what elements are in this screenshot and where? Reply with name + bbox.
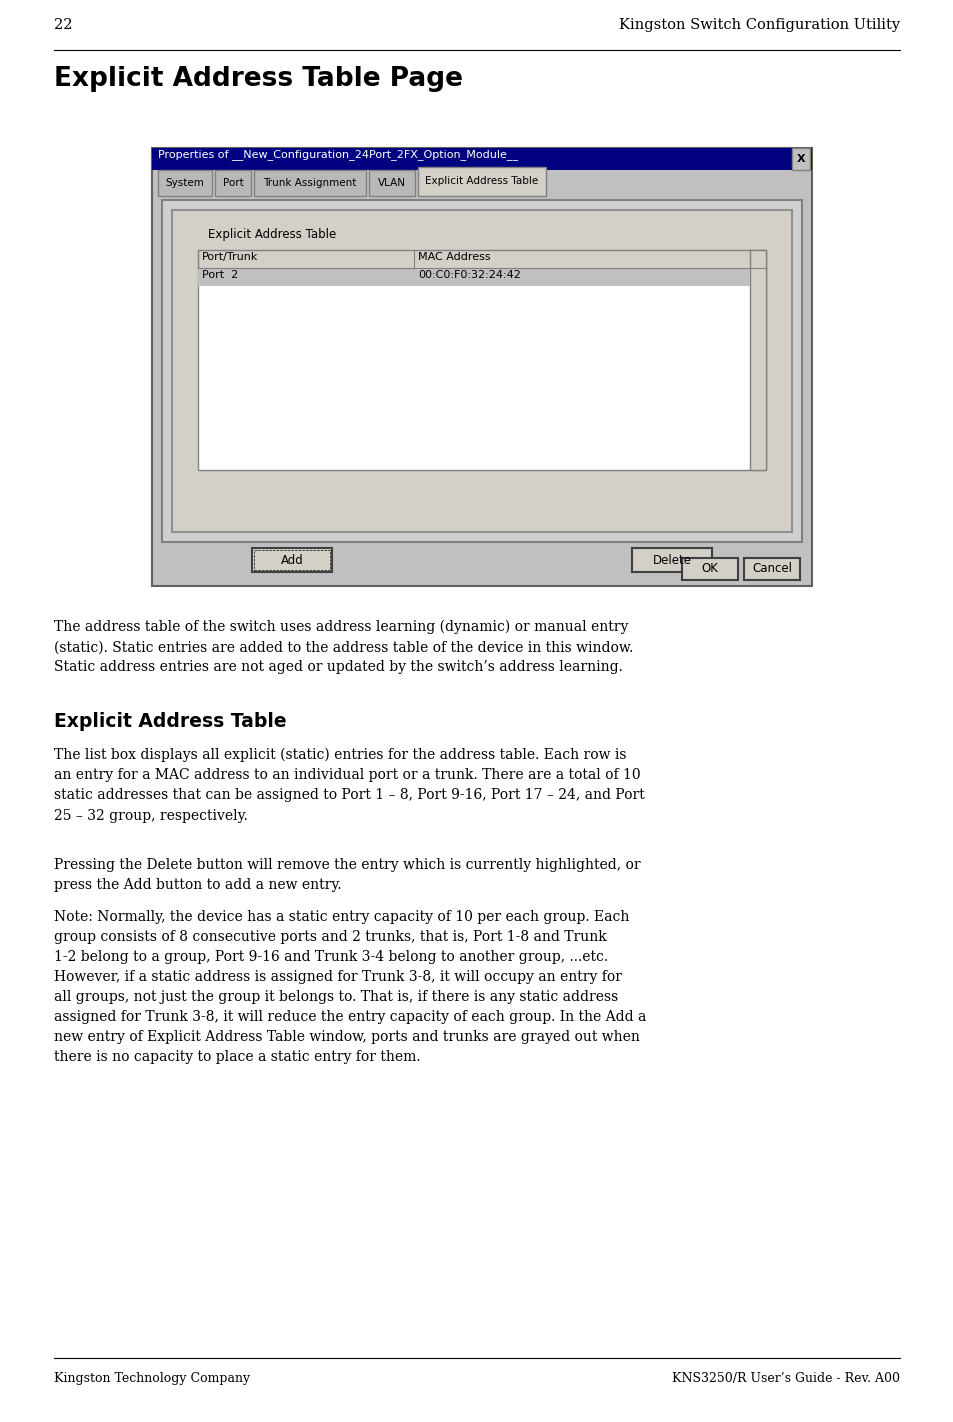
Bar — [162, 201, 801, 542]
Text: Delete: Delete — [652, 553, 691, 566]
Text: System: System — [166, 178, 204, 188]
Text: Port/Trunk: Port/Trunk — [202, 252, 258, 262]
Bar — [252, 547, 332, 572]
Bar — [198, 250, 765, 267]
Text: VLAN: VLAN — [377, 178, 406, 188]
Bar — [749, 250, 765, 471]
Text: 22: 22 — [54, 18, 72, 33]
Text: Properties of __New_Configuration_24Port_2FX_Option_Module__: Properties of __New_Configuration_24Port… — [158, 149, 517, 159]
Bar — [152, 148, 811, 586]
Text: OK: OK — [700, 563, 718, 576]
Text: Port  2: Port 2 — [202, 270, 238, 280]
Bar — [198, 250, 765, 471]
Bar — [631, 547, 711, 572]
Text: Kingston Switch Configuration Utility: Kingston Switch Configuration Utility — [618, 18, 899, 33]
Bar — [369, 171, 415, 196]
Text: The list box displays all explicit (static) entries for the address table. Each : The list box displays all explicit (stat… — [54, 748, 644, 822]
Text: KNS3250/R User’s Guide - Rev. A00: KNS3250/R User’s Guide - Rev. A00 — [671, 1372, 899, 1385]
Bar — [198, 267, 749, 286]
Text: MAC Address: MAC Address — [417, 252, 490, 262]
Bar — [791, 148, 809, 171]
Text: Cancel: Cancel — [751, 563, 791, 576]
Text: Port: Port — [222, 178, 243, 188]
Text: Pressing the Delete button will remove the entry which is currently highlighted,: Pressing the Delete button will remove t… — [54, 857, 640, 892]
Text: Explicit Address Table: Explicit Address Table — [54, 712, 286, 731]
Text: Add: Add — [280, 553, 303, 566]
Bar — [417, 166, 545, 196]
Bar — [172, 210, 791, 532]
Bar — [681, 557, 738, 580]
Text: Explicit Address Table: Explicit Address Table — [208, 228, 335, 240]
Text: Trunk Assignment: Trunk Assignment — [263, 178, 356, 188]
Text: 00:C0:F0:32:24:42: 00:C0:F0:32:24:42 — [417, 270, 520, 280]
Bar — [214, 171, 251, 196]
Bar — [253, 171, 366, 196]
Bar — [743, 557, 800, 580]
Text: X: X — [796, 154, 804, 164]
Bar — [152, 148, 811, 171]
Text: Kingston Technology Company: Kingston Technology Company — [54, 1372, 250, 1385]
Text: Note: Normally, the device has a static entry capacity of 10 per each group. Eac: Note: Normally, the device has a static … — [54, 910, 646, 1064]
Text: The address table of the switch uses address learning (dynamic) or manual entry
: The address table of the switch uses add… — [54, 620, 633, 674]
Text: Explicit Address Table: Explicit Address Table — [425, 176, 538, 186]
Bar — [198, 267, 765, 471]
Text: Explicit Address Table Page: Explicit Address Table Page — [54, 65, 462, 92]
Bar — [253, 550, 330, 570]
Bar — [158, 171, 212, 196]
